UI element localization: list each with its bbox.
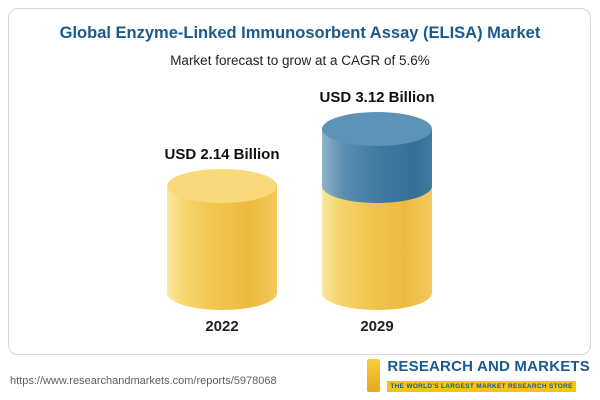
bar-2022-top-ellipse [167,169,277,203]
logo-tagline: THE WORLD'S LARGEST MARKET RESEARCH STOR… [387,381,576,392]
value-label-2029: USD 3.12 Billion [319,89,435,106]
report-url: https://www.researchandmarkets.com/repor… [10,375,277,387]
logo-title: RESEARCH AND MARKETS [387,357,590,375]
value-label-2022: USD 2.14 Billion [164,146,280,163]
chart-frame [8,8,591,355]
chart-subtitle: Market forecast to grow at a CAGR of 5.6… [170,53,430,68]
category-label-2022: 2022 [205,318,239,335]
research-and-markets-logo: RESEARCH AND MARKETS THE WORLD'S LARGEST… [367,357,590,394]
chart-title: Global Enzyme-Linked Immunosorbent Assay… [59,24,541,42]
logo-text-block: RESEARCH AND MARKETS THE WORLD'S LARGEST… [387,357,590,394]
logo-mark-icon [367,359,381,393]
bar-2022-body [167,186,277,310]
bar-2029-top-ellipse [322,112,432,146]
bar-2029-yellow-segment [322,186,432,310]
category-label-2029: 2029 [360,318,394,335]
